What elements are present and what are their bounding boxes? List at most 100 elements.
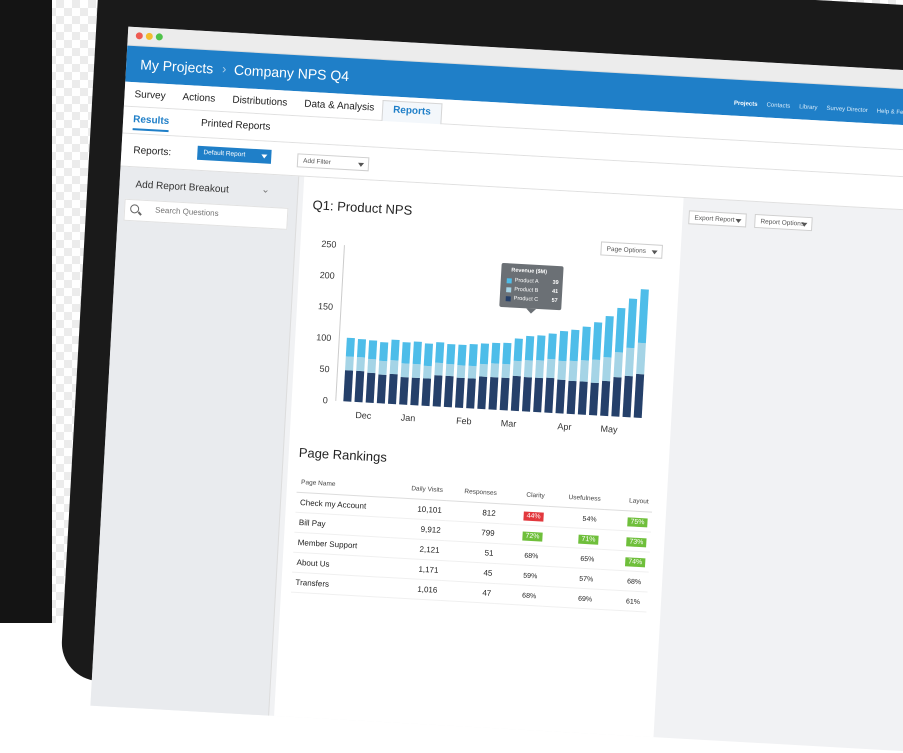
tab-distributions[interactable]: Distributions: [232, 94, 288, 109]
bar-product-a[interactable]: [547, 333, 557, 360]
bar-product-b[interactable]: [535, 360, 545, 379]
bar-product-c[interactable]: [577, 381, 588, 415]
bar-product-b[interactable]: [378, 360, 388, 375]
bar-product-a[interactable]: [637, 289, 649, 344]
report-select[interactable]: Default Report: [197, 145, 272, 164]
close-dot[interactable]: [135, 32, 144, 40]
bar-product-b[interactable]: [423, 365, 432, 379]
bar-product-a[interactable]: [536, 335, 546, 361]
bar-product-c[interactable]: [376, 374, 387, 404]
bar-product-b[interactable]: [523, 360, 533, 378]
bar-product-b[interactable]: [467, 365, 477, 379]
bar-product-a[interactable]: [368, 340, 378, 360]
bar-product-a[interactable]: [446, 343, 456, 365]
bar-product-a[interactable]: [513, 338, 523, 362]
bar-product-c[interactable]: [432, 375, 443, 407]
chevron-down-icon[interactable]: ⌄: [261, 184, 271, 196]
bar-product-c[interactable]: [477, 376, 488, 410]
top-nav-projects[interactable]: Projects: [733, 100, 758, 108]
top-nav-contacts[interactable]: Contacts: [766, 102, 791, 110]
bar-product-b[interactable]: [400, 363, 410, 378]
top-nav-survey-director[interactable]: Survey Director: [826, 105, 868, 115]
tab-data-analysis[interactable]: Data & Analysis: [303, 98, 375, 114]
tab-results[interactable]: Results: [132, 114, 170, 133]
bar-product-c[interactable]: [488, 376, 499, 410]
bar-product-a[interactable]: [412, 341, 422, 365]
minimize-dot[interactable]: [145, 32, 154, 41]
bar-product-a[interactable]: [390, 339, 400, 361]
bar-product-c[interactable]: [555, 379, 566, 414]
bar-product-b[interactable]: [456, 365, 466, 379]
bar-product-a[interactable]: [580, 326, 591, 361]
bar-product-c[interactable]: [421, 378, 432, 407]
bar-product-a[interactable]: [592, 322, 603, 361]
bar-product-c[interactable]: [521, 376, 532, 412]
bar-product-c[interactable]: [454, 377, 465, 408]
bar-product-b[interactable]: [624, 347, 635, 377]
bar-product-c[interactable]: [499, 377, 510, 411]
bar-product-c[interactable]: [354, 370, 365, 403]
bar-product-c[interactable]: [410, 377, 420, 406]
bar-product-c[interactable]: [399, 376, 409, 405]
tab-actions[interactable]: Actions: [182, 91, 216, 105]
bar-product-b[interactable]: [636, 342, 646, 375]
bar-product-b[interactable]: [345, 356, 354, 371]
bar-product-b[interactable]: [501, 363, 511, 379]
bar-product-a[interactable]: [468, 343, 478, 367]
bar-product-c[interactable]: [510, 375, 521, 412]
bar-product-b[interactable]: [445, 363, 455, 377]
bar-product-b[interactable]: [434, 362, 444, 376]
bar-product-a[interactable]: [356, 338, 367, 358]
bar-product-a[interactable]: [524, 335, 535, 361]
bar-product-c[interactable]: [443, 375, 454, 408]
tab-survey[interactable]: Survey: [134, 89, 166, 102]
bar-product-b[interactable]: [356, 357, 366, 372]
bar-product-a[interactable]: [379, 342, 389, 362]
bar-product-c[interactable]: [566, 380, 577, 415]
bar-product-a[interactable]: [457, 344, 467, 366]
bar-product-a[interactable]: [423, 343, 434, 367]
bar-product-b[interactable]: [411, 363, 421, 379]
add-breakout-label[interactable]: Add Report Breakout: [135, 179, 230, 196]
bar-product-c[interactable]: [544, 377, 555, 413]
bar-product-a[interactable]: [614, 307, 626, 353]
bar-product-b[interactable]: [602, 357, 612, 382]
bar-product-a[interactable]: [569, 329, 580, 362]
bar-product-c[interactable]: [611, 377, 622, 417]
bar-product-a[interactable]: [345, 337, 355, 357]
breadcrumb-my-projects[interactable]: My Projects: [139, 56, 214, 77]
bar-product-c[interactable]: [589, 382, 599, 416]
bar-product-c[interactable]: [365, 372, 376, 403]
bar-product-a[interactable]: [401, 342, 411, 364]
bar-product-b[interactable]: [613, 352, 623, 378]
bar-product-b[interactable]: [389, 360, 399, 375]
bar-product-c[interactable]: [343, 370, 354, 402]
bar-product-b[interactable]: [568, 360, 578, 382]
tab-printed-reports[interactable]: Printed Reports: [200, 117, 271, 133]
bar-product-b[interactable]: [490, 363, 500, 378]
top-nav-help[interactable]: Help & Feedback: [876, 108, 903, 118]
bar-product-b[interactable]: [557, 360, 567, 380]
export-report-select[interactable]: Export Report: [688, 210, 747, 228]
bar-product-c[interactable]: [600, 380, 611, 417]
bar-product-b[interactable]: [479, 363, 488, 377]
bar-product-c[interactable]: [387, 373, 398, 405]
bar-product-c[interactable]: [633, 373, 645, 418]
bar-product-a[interactable]: [479, 343, 490, 365]
top-nav-library[interactable]: Library: [798, 104, 818, 112]
bar-product-b[interactable]: [590, 359, 601, 384]
col-clarity[interactable]: Clarity: [500, 483, 550, 507]
filter-select[interactable]: Add Filter: [296, 153, 370, 172]
bar-product-a[interactable]: [558, 330, 569, 362]
col-layout[interactable]: Layout: [604, 489, 654, 513]
bar-product-c[interactable]: [466, 378, 476, 409]
bar-product-b[interactable]: [579, 360, 589, 382]
bar-product-b[interactable]: [546, 358, 556, 379]
report-options-select[interactable]: Report Options: [754, 213, 813, 232]
bar-product-c[interactable]: [533, 377, 544, 413]
maximize-dot[interactable]: [155, 33, 163, 41]
breadcrumb-project[interactable]: Company NPS Q4: [233, 61, 350, 85]
bar-product-b[interactable]: [367, 358, 377, 374]
bar-product-a[interactable]: [435, 342, 445, 364]
bar-product-a[interactable]: [603, 315, 614, 358]
